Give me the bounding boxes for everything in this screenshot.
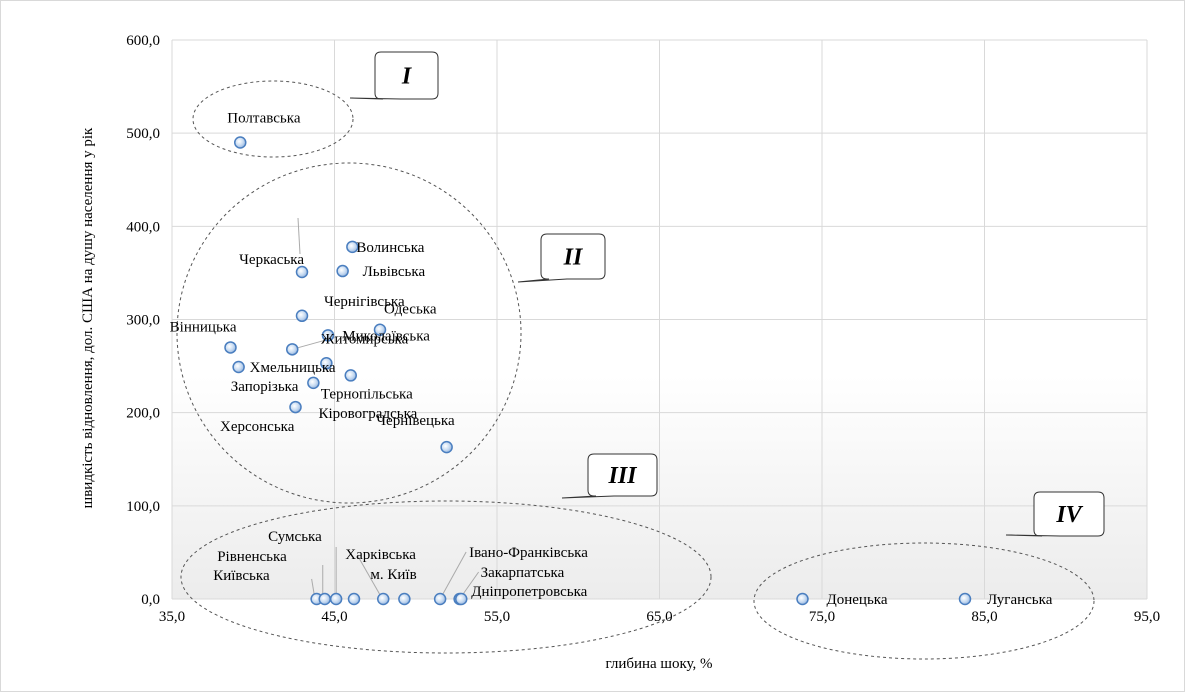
y-tick-label: 400,0 bbox=[126, 219, 160, 235]
point-label: Київська bbox=[213, 568, 270, 584]
data-point bbox=[318, 592, 331, 606]
point-label: Черкаська bbox=[239, 252, 304, 268]
group-1-callout bbox=[349, 51, 439, 100]
data-point bbox=[373, 323, 387, 336]
label-leader bbox=[439, 551, 467, 600]
data-point bbox=[321, 329, 335, 342]
group-4-label: IV bbox=[1055, 502, 1083, 528]
point-label: Чернігівська bbox=[324, 294, 405, 310]
point-label: Львівська bbox=[363, 264, 426, 280]
point-label: Сумська bbox=[268, 529, 322, 545]
data-point bbox=[440, 440, 453, 454]
group-1-ellipse bbox=[192, 80, 354, 158]
data-point bbox=[336, 264, 349, 278]
point-label: Тернопільська bbox=[321, 386, 413, 402]
data-point bbox=[289, 400, 302, 414]
data-point bbox=[307, 376, 320, 390]
group-2-ellipse bbox=[176, 162, 522, 504]
data-point bbox=[295, 265, 309, 279]
point-label: м. Київ bbox=[370, 567, 416, 583]
x-axis-title: глибина шоку, % bbox=[605, 656, 712, 672]
x-tick-label: 65,0 bbox=[646, 609, 672, 625]
point-label: Луганська bbox=[987, 592, 1053, 608]
data-point bbox=[958, 592, 972, 606]
data-point bbox=[377, 592, 390, 606]
data-point bbox=[455, 592, 468, 606]
point-label: Дніпропетровська bbox=[471, 584, 587, 600]
point-label: Харківська bbox=[345, 547, 416, 563]
group-4-callout bbox=[1005, 491, 1105, 537]
data-point bbox=[295, 309, 309, 323]
data-point bbox=[224, 341, 237, 354]
x-tick-label: 45,0 bbox=[321, 609, 347, 625]
x-tick-label: 95,0 bbox=[1134, 609, 1160, 625]
data-point bbox=[232, 360, 245, 374]
group-1-label: I bbox=[401, 64, 413, 90]
x-tick-label: 55,0 bbox=[484, 609, 510, 625]
x-tick-label: 75,0 bbox=[809, 609, 835, 625]
group-2-label: II bbox=[563, 245, 584, 271]
data-point bbox=[234, 136, 247, 149]
point-label: Вінницька bbox=[170, 319, 237, 335]
data-point bbox=[433, 592, 447, 606]
y-tick-label: 600,0 bbox=[126, 33, 160, 49]
data-point bbox=[320, 357, 333, 370]
label-leader bbox=[356, 554, 382, 598]
y-tick-label: 0,0 bbox=[141, 592, 160, 608]
data-point bbox=[796, 592, 809, 606]
label-leader bbox=[297, 217, 301, 255]
point-label: Одеська bbox=[384, 302, 437, 318]
point-label: Івано-Франківська bbox=[469, 545, 588, 561]
point-label: Донецька bbox=[827, 592, 888, 608]
point-label: Полтавська bbox=[227, 110, 301, 126]
data-point bbox=[329, 592, 343, 606]
y-tick-label: 500,0 bbox=[126, 126, 160, 142]
point-label: Кіровоградська bbox=[319, 406, 418, 422]
point-label: Хмельницька bbox=[250, 360, 336, 376]
group-3-label: III bbox=[607, 463, 638, 489]
data-point bbox=[344, 369, 357, 382]
point-label: Закарпатська bbox=[481, 565, 565, 581]
group-4-ellipse bbox=[753, 542, 1095, 660]
point-label: Херсонська bbox=[220, 419, 295, 435]
y-tick-label: 300,0 bbox=[126, 313, 160, 329]
point-label: Житомирська bbox=[321, 331, 409, 347]
point-label: Рівненська bbox=[217, 549, 287, 565]
point-label: Волинська bbox=[356, 240, 424, 256]
data-point bbox=[346, 240, 359, 254]
y-tick-label: 100,0 bbox=[126, 499, 160, 515]
x-tick-label: 85,0 bbox=[971, 609, 997, 625]
point-label: Миколаївська bbox=[342, 328, 430, 344]
group-3-callout bbox=[561, 453, 658, 499]
data-point bbox=[286, 343, 299, 356]
point-label: Чернівецька bbox=[376, 413, 455, 429]
y-axis-title: швидкість відновлення, дол. США на душу … bbox=[80, 127, 96, 508]
data-point bbox=[347, 592, 361, 606]
group-2-callout bbox=[517, 233, 606, 283]
data-point bbox=[398, 592, 411, 606]
point-label: Запорізька bbox=[231, 379, 299, 395]
x-tick-label: 35,0 bbox=[159, 609, 185, 625]
y-tick-label: 200,0 bbox=[126, 406, 160, 422]
group-3-ellipse bbox=[180, 500, 712, 654]
